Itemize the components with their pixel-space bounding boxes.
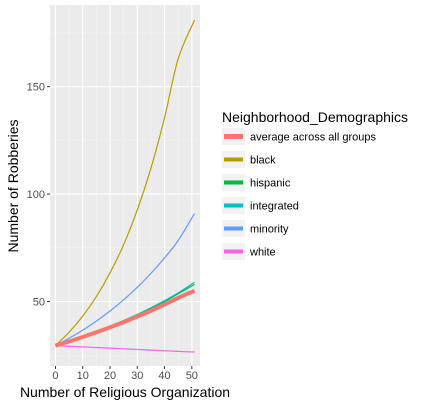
x-tick-label: 30 (131, 370, 143, 382)
y-tick-label: 50 (33, 297, 45, 309)
legend-items: average across all groups black hispanic in… (222, 128, 376, 260)
y-tick-label: 150 (27, 82, 45, 94)
series-lines (54, 19, 196, 353)
legend-label: integrated (250, 201, 299, 213)
grid (50, 5, 200, 366)
legend-title: Neighborhood_Demographics (222, 109, 408, 125)
legend-item-average-across-all-groups: average across all groups (222, 128, 376, 145)
legend-label: black (250, 155, 276, 167)
y-tick-label: 100 (27, 189, 45, 201)
series-line-white (55, 344, 195, 353)
x-axis-title: Number of Religious Organization (20, 384, 230, 400)
series-line-minority (55, 213, 196, 347)
legend-item-integrated: integrated (222, 197, 299, 214)
x-tick-label: 40 (158, 370, 170, 382)
axis-ticks (47, 86, 193, 369)
legend: Neighborhood_Demographics average across… (222, 109, 408, 260)
legend-label: white (249, 247, 276, 259)
series-line-black (55, 19, 196, 347)
legend-label: minority (250, 224, 289, 236)
series-line-average-across-all-groups (54, 288, 196, 348)
legend-item-hispanic: hispanic (222, 174, 291, 191)
legend-label: hispanic (250, 178, 291, 190)
x-tick-label: 20 (104, 370, 116, 382)
legend-label: average across all groups (250, 132, 376, 144)
legend-item-black: black (222, 151, 276, 168)
x-tick-label: 0 (52, 370, 58, 382)
tick-labels: 0 10 20 30 40 50 50 100 150 (27, 82, 198, 382)
panel-background (50, 5, 200, 366)
x-tick-label: 10 (77, 370, 89, 382)
legend-item-white: white (222, 243, 276, 260)
x-tick-label: 50 (186, 370, 198, 382)
legend-item-minority: minority (222, 220, 289, 237)
y-axis-title: Number of Robberies (5, 119, 21, 252)
